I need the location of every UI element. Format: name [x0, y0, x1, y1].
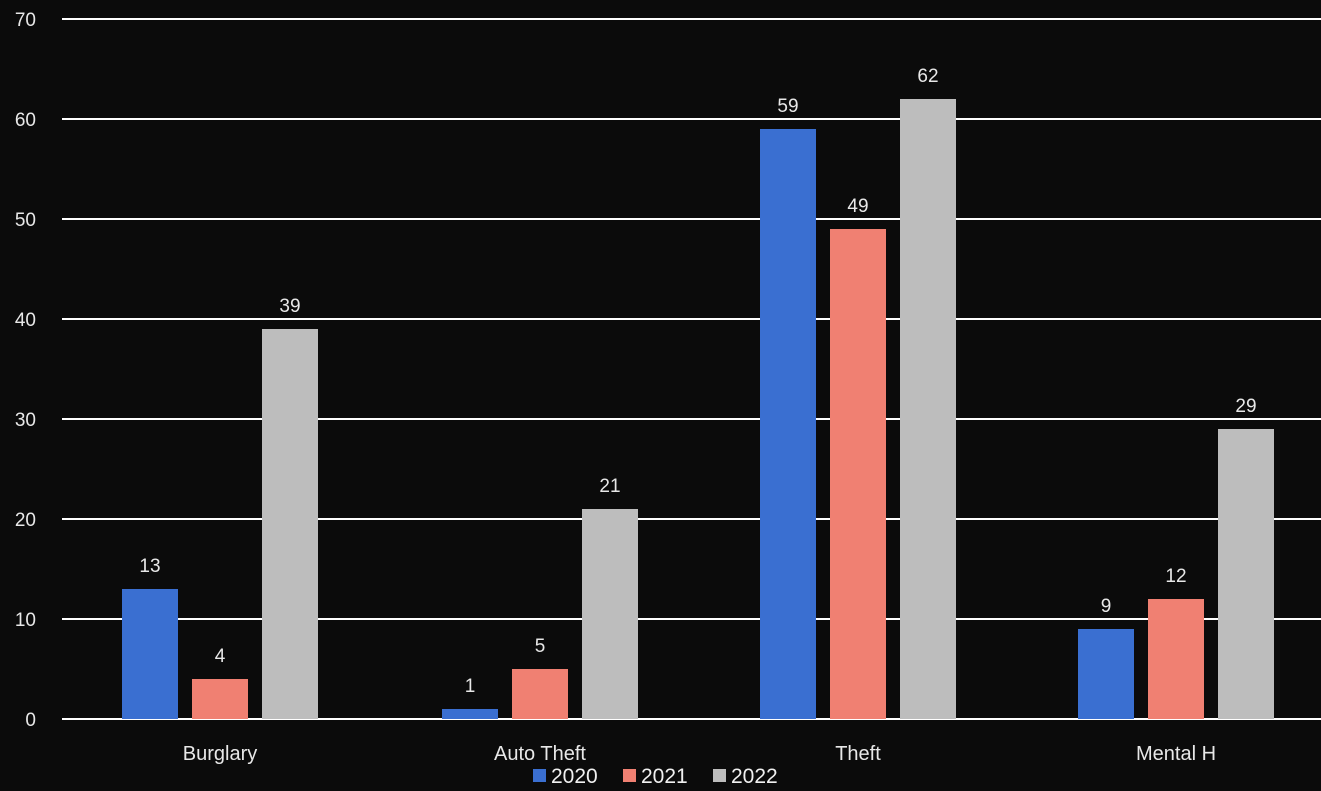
data-label: 4 — [215, 646, 226, 667]
data-label: 29 — [1235, 396, 1256, 417]
bar-mental-h-2022 — [1218, 429, 1274, 719]
y-axis-ticks: 0 10 20 30 40 50 60 70 — [15, 10, 36, 731]
bars — [122, 99, 1274, 719]
y-tick-label: 20 — [15, 510, 36, 531]
legend: 2020 2021 2022 — [533, 765, 778, 788]
bar-burglary-2022 — [262, 329, 318, 719]
data-label: 13 — [139, 556, 160, 577]
legend-swatch-2022 — [713, 769, 726, 782]
bar-burglary-2020 — [122, 589, 178, 719]
bar-mental-h-2020 — [1078, 629, 1134, 719]
legend-label: 2021 — [641, 765, 688, 788]
legend-swatch-2020 — [533, 769, 546, 782]
data-labels: 13 4 39 1 5 21 59 49 62 9 12 29 — [139, 66, 1256, 697]
data-label: 59 — [777, 96, 798, 117]
y-tick-label: 10 — [15, 610, 36, 631]
y-tick-label: 50 — [15, 210, 36, 231]
bar-auto-theft-2021 — [512, 669, 568, 719]
bar-burglary-2021 — [192, 679, 248, 719]
bar-theft-2020 — [760, 129, 816, 719]
x-category-label: Auto Theft — [494, 743, 586, 765]
legend-swatch-2021 — [623, 769, 636, 782]
y-tick-label: 70 — [15, 10, 36, 31]
bar-mental-h-2021 — [1148, 599, 1204, 719]
y-tick-label: 40 — [15, 310, 36, 331]
data-label: 39 — [279, 296, 300, 317]
bar-auto-theft-2022 — [582, 509, 638, 719]
legend-label: 2022 — [731, 765, 778, 788]
data-label: 9 — [1101, 596, 1112, 617]
y-tick-label: 60 — [15, 110, 36, 131]
bar-theft-2022 — [900, 99, 956, 719]
bar-auto-theft-2020 — [442, 709, 498, 719]
x-category-label: Theft — [835, 743, 881, 765]
data-label: 12 — [1165, 566, 1186, 587]
legend-label: 2020 — [551, 765, 598, 788]
bar-theft-2021 — [830, 229, 886, 719]
data-label: 62 — [917, 66, 938, 87]
gridlines — [62, 18, 1321, 720]
data-label: 49 — [847, 196, 868, 217]
y-tick-label: 30 — [15, 410, 36, 431]
data-label: 5 — [535, 636, 546, 657]
x-axis-categories: Burglary Auto Theft Theft Mental H — [183, 743, 1216, 765]
x-category-label: Mental H — [1136, 743, 1216, 765]
data-label: 1 — [465, 676, 476, 697]
data-label: 21 — [599, 476, 620, 497]
y-tick-label: 0 — [25, 710, 36, 731]
x-category-label: Burglary — [183, 743, 257, 765]
